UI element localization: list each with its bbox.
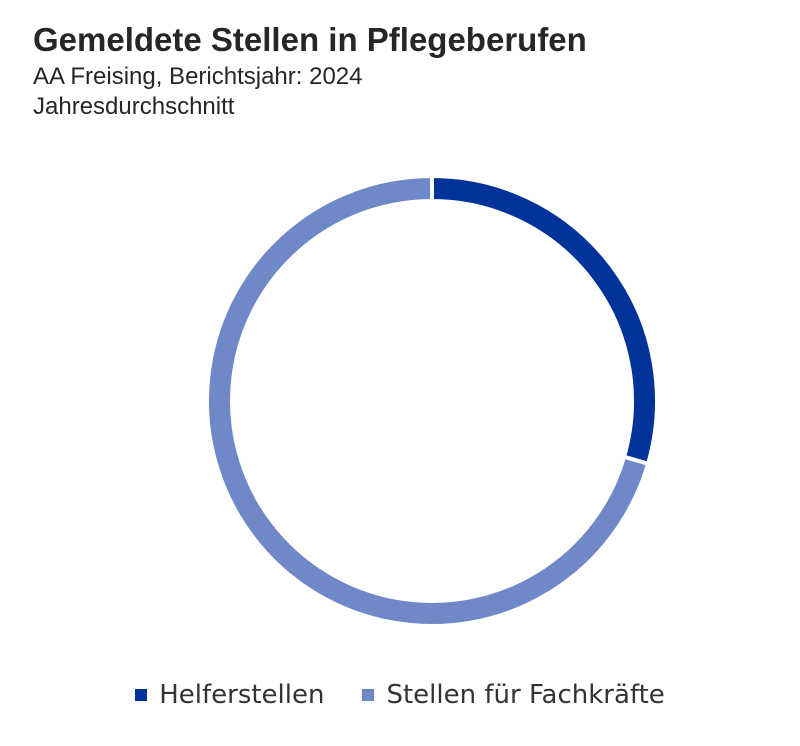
chart-title: Gemeldete Stellen in Pflegeberufen	[33, 21, 587, 58]
chart-subtitle-region: AA Freising, Berichtsjahr: 2024	[33, 63, 363, 90]
donut-slices	[205, 173, 659, 628]
legend-label-helferstellen: Helferstellen	[159, 680, 325, 710]
legend-swatch-fachkraefte	[362, 689, 375, 701]
chart-legend: Helferstellen Stellen für Fachkräfte	[0, 680, 800, 710]
legend-label-fachkraefte: Stellen für Fachkräfte	[386, 680, 665, 710]
legend-item-helferstellen: Helferstellen	[135, 680, 324, 710]
donut-slice-fachkraefte	[205, 173, 651, 628]
legend-swatch-helferstellen	[135, 689, 148, 701]
donut-slice-helferstellen	[430, 173, 659, 467]
chart-header: Gemeldete Stellen in Pflegeberufen AA Fr…	[33, 18, 587, 122]
chart-subtitle-period: Jahresdurchschnitt	[33, 93, 235, 120]
legend-item-fachkraefte: Stellen für Fachkräfte	[362, 680, 665, 710]
